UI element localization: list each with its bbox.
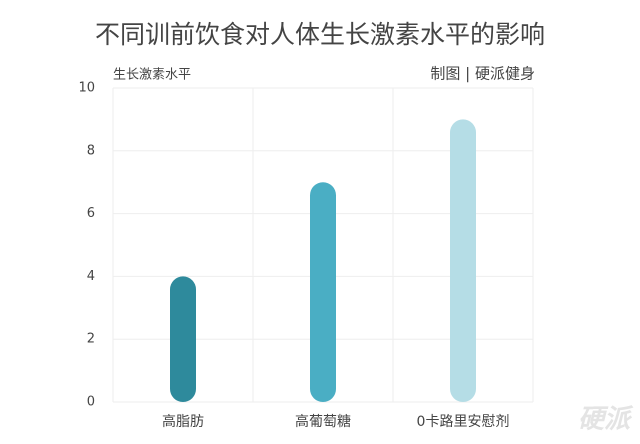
y-tick-label: 6	[87, 206, 95, 221]
watermark: 硬派	[578, 405, 634, 435]
bar	[170, 276, 196, 402]
y-tick-label: 10	[78, 81, 95, 96]
y-tick-label: 0	[87, 395, 95, 410]
annotation: 制图 | 硬派健身	[430, 65, 535, 83]
y-tick-label: 8	[87, 143, 95, 158]
x-tick-label: 高脂肪	[162, 413, 204, 430]
y-axis-label: 生长激素水平	[113, 68, 191, 83]
y-tick-label: 4	[87, 269, 95, 284]
y-tick-label: 2	[87, 332, 95, 347]
bar	[310, 182, 336, 402]
bar	[450, 119, 476, 403]
x-tick-label: 0卡路里安慰剂	[417, 413, 510, 430]
chart-title: 不同训前饮食对人体生长激素水平的影响	[95, 20, 545, 49]
x-tick-label: 高葡萄糖	[295, 413, 351, 430]
